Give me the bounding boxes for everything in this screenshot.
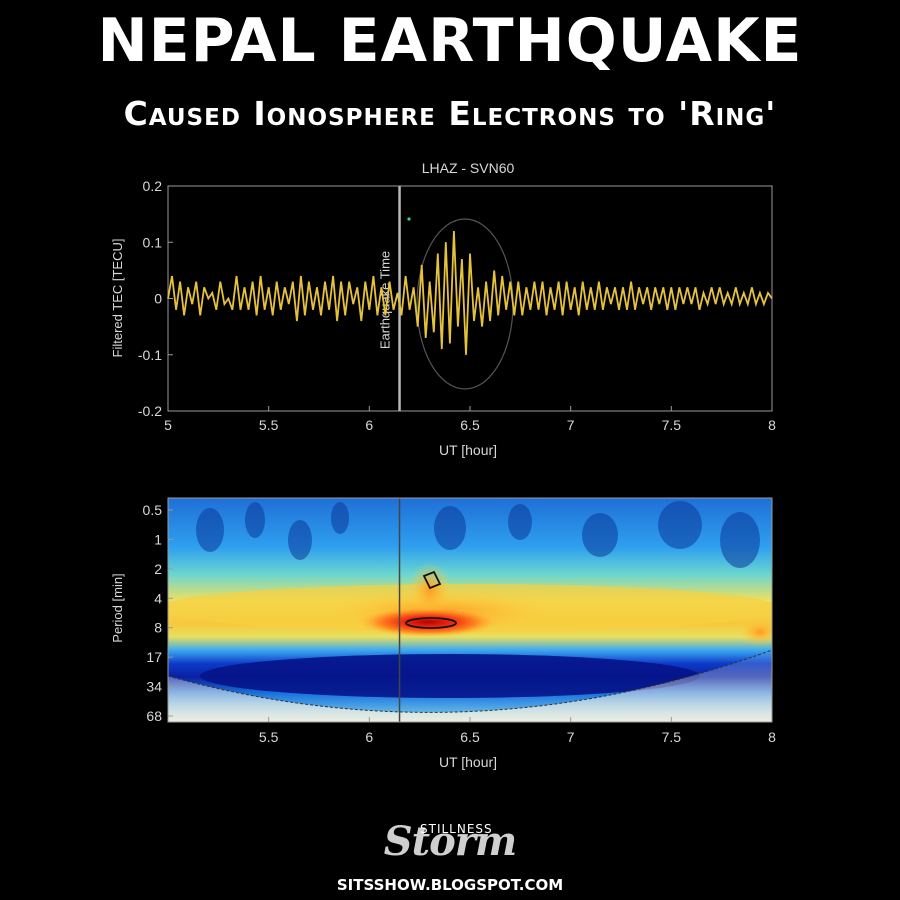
chart-title: LHAZ - SVN60: [422, 160, 515, 176]
top-x-ticks: 5 5.5 6 6.5 7 7.5 8: [164, 406, 776, 433]
bottom-x-ticks: 5.5 6 6.5 7 7.5 8: [259, 717, 776, 745]
significance-contour-peak: [405, 617, 457, 629]
x-tick-label: 6: [365, 729, 373, 745]
y-tick-label: -0.1: [138, 347, 162, 363]
bottom-y-ticks: 0.5 1 2 4 8 17 34 68: [143, 502, 173, 724]
headline-subtitle: Caused Ionosphere Electrons to 'Ring': [123, 94, 777, 133]
x-tick-label: 5.5: [259, 729, 279, 745]
y-tick-label: 0.5: [143, 502, 163, 518]
x-tick-label: 8: [768, 417, 776, 433]
x-tick-label: 6.5: [460, 417, 480, 433]
wavelet-heatmap: [168, 498, 772, 722]
y-tick-label: -0.2: [138, 403, 162, 419]
significance-contour-upper: [422, 570, 442, 590]
x-tick-label: 6.5: [460, 729, 480, 745]
headline-title: NEPAL EARTHQUAKE: [97, 6, 803, 76]
y-tick-label: 4: [154, 590, 162, 606]
y-tick-label: 8: [154, 620, 162, 636]
x-tick-label: 7: [567, 729, 575, 745]
series-line-filtered-tec: [167, 230, 773, 355]
earthquake-time-label: Earthquake Time: [378, 251, 393, 349]
y-tick-label: 17: [146, 649, 162, 665]
x-tick-label: 7.5: [662, 417, 682, 433]
x-tick-label: 5: [164, 417, 172, 433]
bottom-x-axis-label: UT [hour]: [439, 754, 497, 770]
satellite-marker: [407, 217, 411, 221]
y-tick-label: 0.1: [143, 234, 163, 250]
x-tick-label: 6: [365, 417, 373, 433]
y-tick-label: 0.2: [143, 178, 163, 194]
logo-wordmark: Storm: [383, 818, 517, 865]
top-plot-frame: [167, 185, 773, 412]
y-tick-label: 68: [146, 708, 162, 724]
site-url: SITSSHOW.BLOGSPOT.COM: [336, 876, 564, 894]
stillness-storm-logo: STILLNESS Storm: [0, 818, 900, 865]
y-tick-label: 2: [154, 561, 162, 577]
top-x-axis-label: UT [hour]: [439, 442, 497, 458]
bottom-y-axis-label: Period [min]: [110, 573, 125, 642]
logo-top-text: STILLNESS: [420, 822, 493, 836]
y-tick-label: 34: [146, 679, 162, 695]
y-tick-label: 1: [154, 531, 162, 547]
y-tick-label: 0: [154, 291, 162, 307]
top-y-ticks: 0.2 0.1 0 -0.1 -0.2: [138, 178, 173, 419]
top-y-axis-label: Filtered TEC [TECU]: [110, 239, 125, 358]
x-tick-label: 7.5: [662, 729, 682, 745]
x-tick-label: 7: [567, 417, 575, 433]
x-tick-label: 8: [768, 729, 776, 745]
x-tick-label: 5.5: [259, 417, 279, 433]
